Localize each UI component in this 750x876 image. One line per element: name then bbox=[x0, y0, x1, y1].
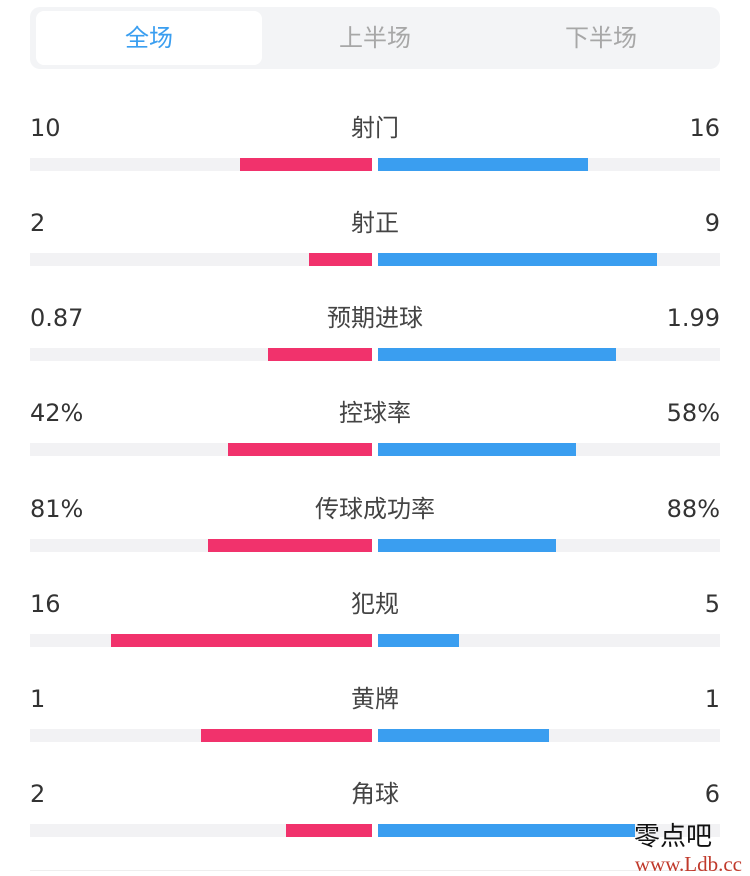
home-value: 1 bbox=[30, 685, 46, 713]
stat-label: 射正 bbox=[351, 209, 399, 237]
home-bar bbox=[111, 634, 372, 647]
home-bar-track bbox=[30, 158, 372, 171]
away-bar-track bbox=[378, 253, 720, 266]
away-value: 9 bbox=[704, 209, 720, 237]
home-bar bbox=[201, 729, 372, 742]
bottom-divider bbox=[30, 870, 720, 871]
watermark: 零点吧 www.Ldb.cc bbox=[634, 822, 742, 876]
away-bar bbox=[378, 253, 657, 266]
away-bar bbox=[378, 824, 635, 837]
stat-row-shots: 10 射门 16 bbox=[30, 113, 720, 173]
away-value: 1.99 bbox=[666, 304, 720, 332]
stat-label: 控球率 bbox=[339, 399, 411, 427]
watermark-site-name: 零点吧 bbox=[633, 822, 712, 852]
home-bar-track bbox=[30, 634, 372, 647]
home-bar-track bbox=[30, 824, 372, 837]
home-value: 42% bbox=[30, 399, 84, 427]
home-value: 2 bbox=[30, 780, 46, 808]
away-bar-track bbox=[378, 158, 720, 171]
stat-row-possession: 42% 控球率 58% bbox=[30, 398, 720, 458]
away-value: 16 bbox=[689, 114, 720, 142]
stat-label: 犯规 bbox=[351, 590, 399, 618]
away-bar-track bbox=[378, 634, 720, 647]
tab-second-half[interactable]: 下半场 bbox=[565, 24, 637, 52]
away-value: 1 bbox=[704, 685, 720, 713]
home-value: 81% bbox=[30, 495, 84, 523]
away-bar-track bbox=[378, 443, 720, 456]
stat-row-pass-accuracy: 81% 传球成功率 88% bbox=[30, 494, 720, 554]
home-bar bbox=[268, 348, 372, 361]
home-bar-track bbox=[30, 729, 372, 742]
stat-label: 角球 bbox=[351, 780, 399, 808]
home-bar bbox=[286, 824, 372, 837]
home-bar-track bbox=[30, 348, 372, 361]
away-bar-track bbox=[378, 824, 720, 837]
away-value: 58% bbox=[666, 399, 720, 427]
stat-row-shots-on-target: 2 射正 9 bbox=[30, 208, 720, 268]
home-bar bbox=[208, 539, 372, 552]
home-value: 2 bbox=[30, 209, 46, 237]
away-bar-track bbox=[378, 729, 720, 742]
stat-row-yellow-cards: 1 黄牌 1 bbox=[30, 684, 720, 744]
away-bar bbox=[378, 539, 556, 552]
home-value: 16 bbox=[30, 590, 61, 618]
stat-label: 预期进球 bbox=[327, 304, 423, 332]
home-bar bbox=[240, 158, 372, 171]
home-bar bbox=[228, 443, 372, 456]
away-bar bbox=[378, 158, 588, 171]
stat-label: 黄牌 bbox=[351, 685, 399, 713]
away-value: 5 bbox=[704, 590, 720, 618]
away-bar bbox=[378, 634, 459, 647]
away-bar bbox=[378, 443, 576, 456]
away-bar bbox=[378, 729, 549, 742]
home-value: 0.87 bbox=[30, 304, 84, 332]
tab-full-match[interactable]: 全场 bbox=[36, 11, 262, 65]
home-value: 10 bbox=[30, 114, 61, 142]
period-tabs: 全场 上半场 下半场 bbox=[30, 7, 720, 69]
stat-row-corners: 2 角球 6 bbox=[30, 779, 720, 839]
home-bar bbox=[309, 253, 372, 266]
stat-label: 传球成功率 bbox=[315, 495, 435, 523]
away-bar-track bbox=[378, 539, 720, 552]
stat-label: 射门 bbox=[351, 114, 399, 142]
home-bar-track bbox=[30, 443, 372, 456]
away-bar bbox=[378, 348, 616, 361]
stat-row-expected-goals: 0.87 预期进球 1.99 bbox=[30, 303, 720, 363]
away-value: 88% bbox=[666, 495, 720, 523]
away-value: 6 bbox=[704, 780, 720, 808]
stat-row-fouls: 16 犯规 5 bbox=[30, 589, 720, 649]
home-bar-track bbox=[30, 253, 372, 266]
tab-first-half[interactable]: 上半场 bbox=[339, 24, 411, 52]
home-bar-track bbox=[30, 539, 372, 552]
away-bar-track bbox=[378, 348, 720, 361]
watermark-url: www.Ldb.cc bbox=[634, 852, 742, 876]
